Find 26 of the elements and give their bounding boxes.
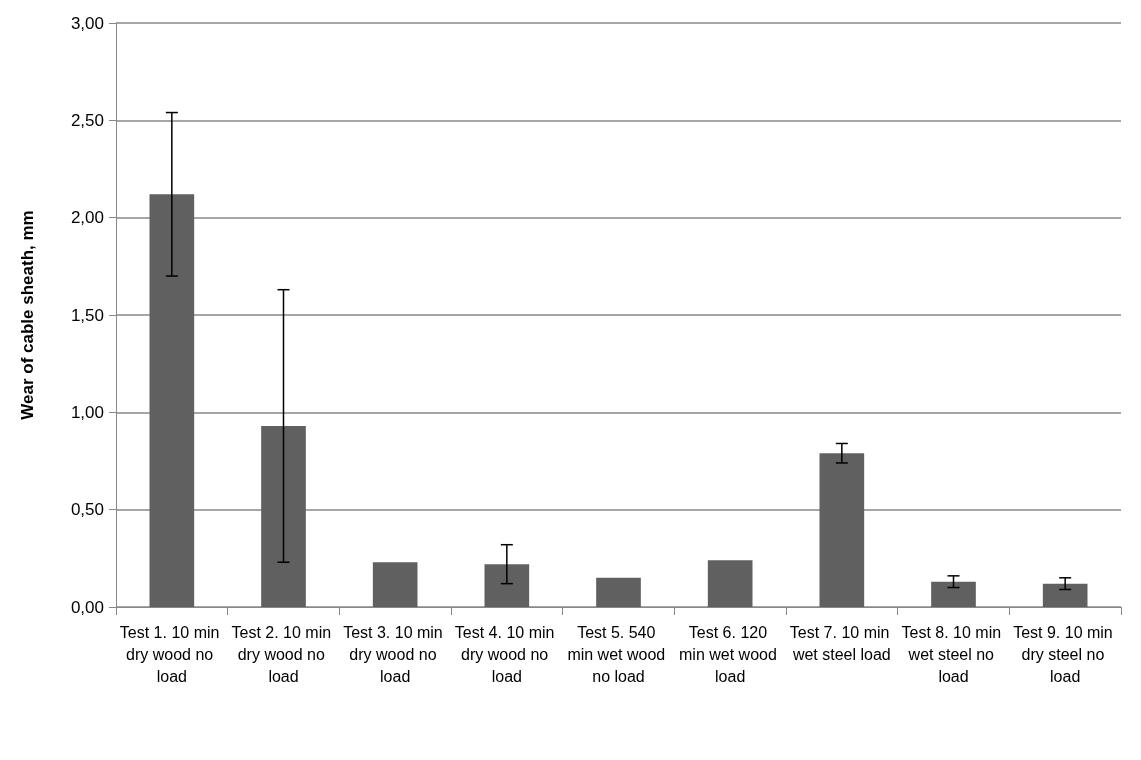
bar	[261, 425, 306, 607]
bar	[484, 564, 530, 607]
x-tick-label: Test 9. 10 min dry steel no load	[1013, 623, 1118, 685]
x-tick-label: Test 6. 120 min wet wood load	[679, 623, 782, 685]
bar	[819, 453, 865, 607]
y-tick-label: 0,00	[70, 597, 104, 617]
x-tick-label: Test 5. 540 min wet wood no load	[567, 623, 670, 685]
bar	[707, 560, 753, 607]
bar	[596, 577, 641, 607]
bar	[931, 581, 976, 607]
y-tick-label: 3,00	[70, 13, 104, 33]
bar	[149, 194, 195, 607]
y-tick-label: 1,00	[70, 402, 104, 422]
y-tick-label: 0,50	[70, 500, 104, 520]
bar	[372, 562, 418, 607]
y-tick-label: 2,00	[70, 208, 104, 228]
x-tick-label: Test 1. 10 min dry wood no load	[119, 623, 224, 685]
x-tick-label: Test 4. 10 min dry wood no load	[454, 623, 559, 685]
x-tick-label: Test 8. 10 min wet steel no load	[901, 623, 1006, 685]
y-axis-title: Wear of cable sheath, mm	[18, 210, 37, 420]
x-tick-label: Test 3. 10 min dry wood no load	[343, 623, 448, 685]
bar	[1042, 583, 1088, 607]
y-tick-label: 1,50	[70, 305, 104, 325]
y-tick-label: 2,50	[70, 110, 104, 130]
x-tick-label: Test 2. 10 min dry wood no load	[231, 623, 336, 685]
x-tick-label: Test 7. 10 min wet steel load	[789, 623, 894, 663]
